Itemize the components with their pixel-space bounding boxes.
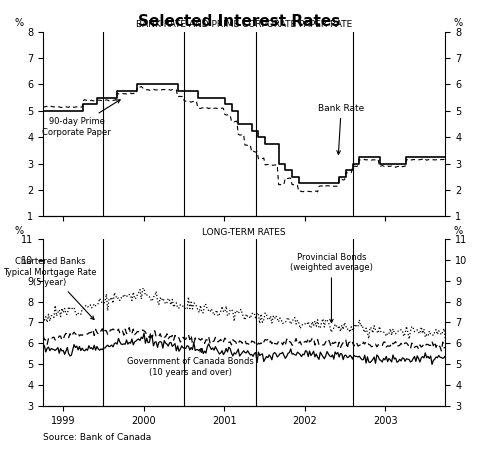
Text: Chartered Banks
Typical Mortgage Rate
(5 year): Chartered Banks Typical Mortgage Rate (5…: [3, 257, 97, 319]
Text: Source: Bank of Canada: Source: Bank of Canada: [43, 433, 151, 442]
Text: %: %: [454, 226, 463, 236]
Text: Provincial Bonds
(weighted average): Provincial Bonds (weighted average): [290, 253, 373, 322]
Text: %: %: [454, 18, 463, 28]
Text: %: %: [15, 18, 24, 28]
Title: LONG-TERM RATES: LONG-TERM RATES: [203, 228, 286, 237]
Text: Selected Interest Rates: Selected Interest Rates: [138, 14, 341, 28]
Text: Government of Canada Bonds
(10 years and over): Government of Canada Bonds (10 years and…: [127, 349, 254, 377]
Title: BANK RATE AND PRIME CORPORATE PAPER RATE: BANK RATE AND PRIME CORPORATE PAPER RATE: [136, 20, 353, 29]
Text: 90-day Prime
Corporate Paper: 90-day Prime Corporate Paper: [42, 100, 120, 137]
Text: %: %: [15, 226, 24, 236]
Text: Bank Rate: Bank Rate: [318, 104, 365, 154]
